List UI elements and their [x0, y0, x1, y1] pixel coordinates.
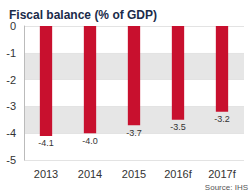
- svg-text:-2: -2: [6, 74, 16, 86]
- svg-text:2017f: 2017f: [208, 168, 236, 180]
- svg-text:-4.0: -4.0: [82, 136, 98, 146]
- svg-text:Fiscal balance (% of GDP): Fiscal balance (% of GDP): [9, 8, 157, 22]
- svg-text:-4: -4: [6, 127, 16, 139]
- svg-text:2015: 2015: [122, 168, 146, 180]
- svg-text:-4.1: -4.1: [38, 138, 54, 148]
- svg-text:-3: -3: [6, 100, 16, 112]
- svg-text:2016f: 2016f: [164, 168, 192, 180]
- svg-text:-5: -5: [6, 154, 16, 166]
- svg-text:0: 0: [9, 20, 16, 32]
- svg-text:-3.2: -3.2: [214, 114, 230, 124]
- svg-text:2014: 2014: [78, 168, 102, 180]
- svg-text:Source: IHS: Source: IHS: [205, 183, 248, 192]
- svg-text:2013: 2013: [34, 168, 58, 180]
- svg-text:-3.5: -3.5: [170, 122, 186, 132]
- svg-text:-3.7: -3.7: [126, 128, 142, 138]
- svg-text:-1: -1: [6, 47, 16, 59]
